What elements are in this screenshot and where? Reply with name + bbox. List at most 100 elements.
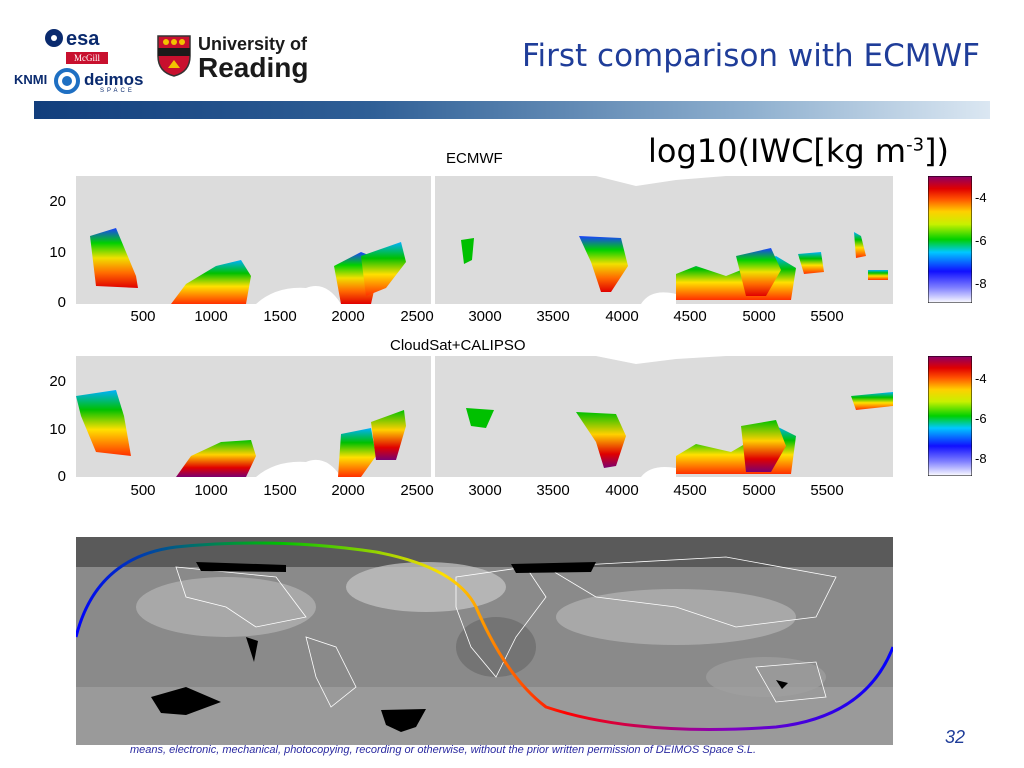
reading-line1: University of [198, 34, 308, 54]
esa-logo: esa [44, 26, 124, 57]
coastline [175, 566, 307, 628]
cloud-mark [171, 260, 251, 304]
cloud-mark [798, 252, 824, 274]
reading-crest-icon [156, 34, 192, 83]
colorbar-quantity-label: log10(IWC[kg m-3]) [648, 132, 949, 170]
plot-title-cloudsat: CloudSat+CALIPSO [390, 337, 526, 354]
colorbar-tick: -6 [975, 411, 987, 426]
coastline [305, 636, 357, 708]
mcgill-logo: McGill [66, 52, 108, 64]
x-tick: 5000 [742, 482, 776, 499]
x-tick: 1500 [263, 482, 297, 499]
header-band [34, 101, 990, 119]
cloudsat-colorbar [928, 356, 972, 476]
formula-suffix: ]) [924, 132, 949, 170]
cloud-mark [851, 392, 893, 410]
surface-region [256, 286, 341, 304]
x-tick: 2000 [331, 308, 365, 325]
colorbar-tick: -8 [975, 276, 987, 291]
satellite-track-map [76, 537, 893, 745]
surface-region [256, 459, 341, 477]
colorbar-tick: -4 [975, 371, 987, 386]
gap-region [596, 356, 726, 364]
cloud-mark [854, 232, 866, 258]
x-tick: 2500 [400, 482, 434, 499]
cloud-texture [346, 562, 506, 612]
map-band [76, 537, 893, 567]
cloud-mark [338, 428, 376, 477]
x-tick: 500 [130, 308, 156, 325]
no-data-region [381, 709, 426, 732]
x-tick: 1000 [194, 482, 228, 499]
cloud-texture [706, 657, 826, 697]
no-data-region [511, 562, 596, 573]
x-tick: 1000 [194, 308, 228, 325]
y-tick: 0 [57, 294, 66, 311]
cloud-mark [576, 412, 626, 468]
x-tick: 2500 [400, 308, 434, 325]
no-data-region [151, 687, 221, 715]
cloud-mark [90, 228, 138, 288]
cloud-mark [736, 248, 781, 296]
x-tick: 4500 [673, 308, 707, 325]
x-tick: 3500 [536, 482, 570, 499]
x-tick: 3000 [468, 308, 502, 325]
satellite-track [76, 541, 893, 731]
deimos-logo: deimos [84, 70, 144, 89]
y-tick: 20 [49, 193, 66, 210]
x-tick: 3000 [468, 482, 502, 499]
surface-region [641, 292, 676, 304]
x-tick: 3500 [536, 308, 570, 325]
x-tick: 5000 [742, 308, 776, 325]
x-tick: 2000 [331, 482, 365, 499]
x-tick: 4500 [673, 482, 707, 499]
gap-region [596, 176, 726, 186]
cloudsat-plot-area [76, 356, 893, 477]
logo-area: esa McGill KNMI deimos SPACE University … [14, 22, 314, 102]
plot-title-ecmwf: ECMWF [446, 150, 503, 167]
cloud-mark [741, 420, 786, 472]
colorbar [928, 176, 972, 303]
colorbar-tick: -6 [975, 233, 987, 248]
colorbar [928, 356, 972, 476]
formula-sup: -3 [906, 134, 925, 156]
slide-title: First comparison with ECMWF [521, 38, 980, 74]
colorbar-tick: -8 [975, 451, 987, 466]
esa-text: esa [66, 28, 100, 50]
cloud-mark [176, 440, 256, 477]
cloud-mark [868, 270, 888, 280]
knmi-swirl-icon [54, 68, 80, 99]
ecmwf-colorbar [928, 176, 972, 303]
surface-region [641, 467, 676, 477]
x-tick: 4000 [605, 308, 639, 325]
data-gap-line [431, 176, 435, 304]
cloud-mark [76, 390, 131, 456]
coastline [544, 556, 837, 628]
y-tick: 10 [49, 244, 66, 261]
no-data-region [196, 562, 286, 572]
formula-prefix: log10(IWC[kg m [648, 132, 907, 170]
page-number: 32 [945, 727, 966, 747]
y-tick: 10 [49, 421, 66, 438]
no-data-region [776, 680, 788, 689]
data-gap-line [431, 356, 435, 477]
cloud-mark [466, 408, 494, 428]
reading-line2: Reading [198, 52, 309, 83]
knmi-logo: KNMI [14, 72, 48, 87]
cloud-mark [461, 238, 474, 264]
cloud-mark [371, 410, 406, 460]
footer-copyright: means, electronic, mechanical, photocopy… [130, 744, 757, 756]
y-tick: 20 [49, 373, 66, 390]
x-tick: 4000 [605, 482, 639, 499]
cloud-mark [579, 236, 628, 292]
colorbar-tick: -4 [975, 190, 987, 205]
x-tick: 5500 [810, 308, 844, 325]
ecmwf-plot-area [76, 176, 893, 304]
coastline [755, 661, 827, 703]
deimos-sub: SPACE [100, 88, 135, 94]
x-tick: 1500 [263, 308, 297, 325]
y-tick: 0 [57, 468, 66, 485]
esa-logo-mark: esa [45, 28, 100, 50]
cloud-texture [556, 589, 796, 645]
no-data-region [246, 637, 258, 662]
